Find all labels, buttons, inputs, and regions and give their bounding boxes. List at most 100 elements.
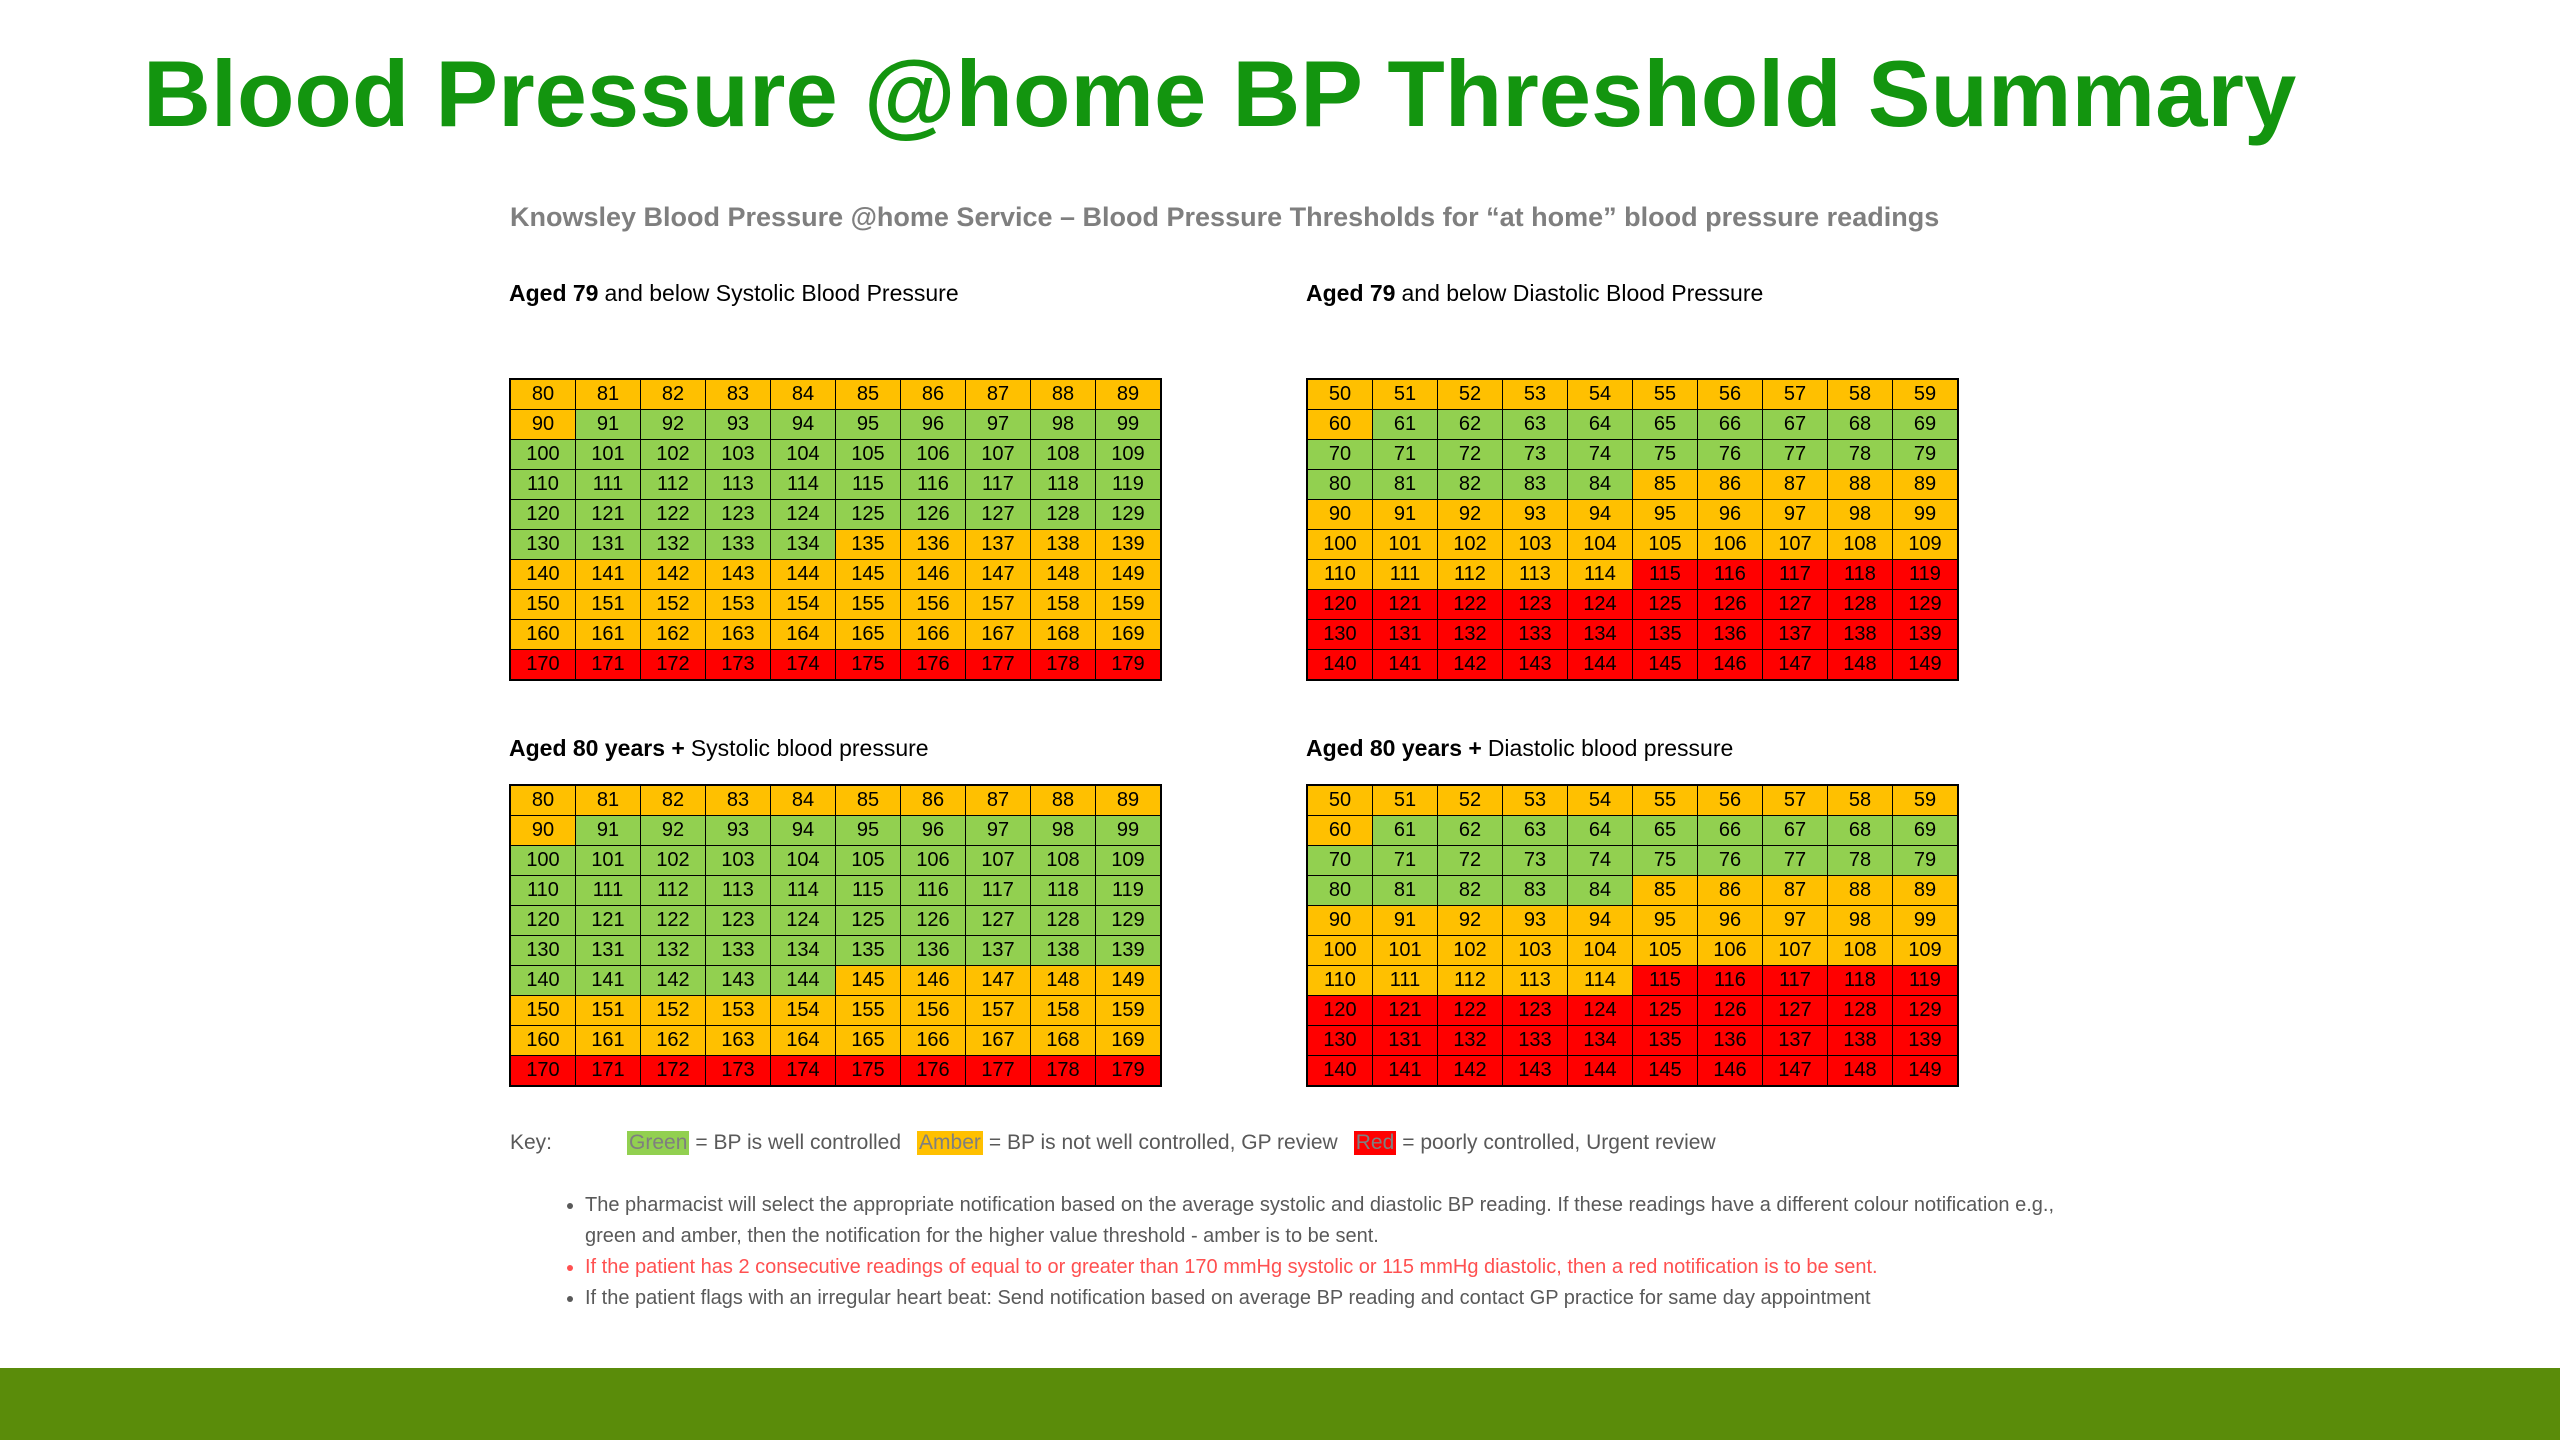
- cell: 64: [1567, 409, 1633, 440]
- cell: 89: [1892, 875, 1959, 906]
- cell: 136: [1697, 619, 1763, 650]
- cell: 94: [1567, 905, 1633, 936]
- cell: 84: [1567, 875, 1633, 906]
- cell: 53: [1502, 784, 1568, 816]
- cell: 71: [1372, 439, 1438, 470]
- cell: 70: [1306, 845, 1373, 876]
- cell: 97: [965, 409, 1031, 440]
- row: 100 101 102 103 104 105 106 107 108 109: [509, 439, 1162, 470]
- cell: 151: [575, 995, 641, 1026]
- cell: 117: [1762, 559, 1828, 590]
- cell: 147: [965, 965, 1031, 996]
- cell: 79: [1892, 845, 1959, 876]
- cell: 105: [1632, 935, 1698, 966]
- cell: 87: [1762, 875, 1828, 906]
- cell: 96: [1697, 905, 1763, 936]
- cell: 148: [1030, 559, 1096, 590]
- cell: 130: [1306, 1025, 1373, 1056]
- cell: 131: [1372, 1025, 1438, 1056]
- cell: 70: [1306, 439, 1373, 470]
- cell: 51: [1372, 378, 1438, 410]
- cell: 129: [1095, 499, 1162, 530]
- cell: 159: [1095, 589, 1162, 620]
- cell: 120: [1306, 589, 1373, 620]
- cell: 108: [1827, 529, 1893, 560]
- cell: 135: [835, 529, 901, 560]
- cell: 102: [1437, 935, 1503, 966]
- cell: 142: [1437, 1055, 1503, 1087]
- cell: 62: [1437, 409, 1503, 440]
- cell: 173: [705, 649, 771, 681]
- cell: 125: [1632, 589, 1698, 620]
- row: 80 81 82 83 84 85 86 87 88 89: [1306, 875, 1959, 906]
- cell: 146: [1697, 1055, 1763, 1087]
- cell: 141: [575, 559, 641, 590]
- cell: 102: [1437, 529, 1503, 560]
- cell: 137: [1762, 1025, 1828, 1056]
- row: 140 141 142 143 144 145 146 147 148 149: [509, 965, 1162, 996]
- cell: 133: [705, 935, 771, 966]
- heading-bold: Aged 79: [1306, 280, 1396, 306]
- row: 50 51 52 53 54 55 56 57 58 59: [1306, 378, 1959, 410]
- cell: 69: [1892, 409, 1959, 440]
- cell: 105: [835, 439, 901, 470]
- cell: 102: [640, 845, 706, 876]
- cell: 140: [509, 559, 576, 590]
- row: 120 121 122 123 124 125 126 127 128 129: [509, 905, 1162, 936]
- row: 130 131 132 133 134 135 136 137 138 139: [1306, 1025, 1959, 1056]
- key-swatch: Green: [627, 1131, 690, 1155]
- cell: 107: [1762, 935, 1828, 966]
- cell: 80: [509, 378, 576, 410]
- row: 150 151 152 153 154 155 156 157 158 159: [509, 995, 1162, 1026]
- cell: 126: [900, 905, 966, 936]
- cell: 59: [1892, 784, 1959, 816]
- note: If the patient has 2 consecutive reading…: [585, 1252, 2065, 1283]
- cell: 118: [1827, 559, 1893, 590]
- cell: 144: [770, 559, 836, 590]
- cell: 84: [1567, 469, 1633, 500]
- cell: 131: [575, 529, 641, 560]
- cell: 130: [1306, 619, 1373, 650]
- row: 130 131 132 133 134 135 136 137 138 139: [509, 529, 1162, 560]
- cell: 106: [1697, 935, 1763, 966]
- cell: 178: [1030, 649, 1096, 681]
- cell: 129: [1892, 995, 1959, 1026]
- cell: 58: [1827, 378, 1893, 410]
- cell: 77: [1762, 439, 1828, 470]
- cell: 142: [640, 965, 706, 996]
- cell: 57: [1762, 378, 1828, 410]
- cell: 151: [575, 589, 641, 620]
- row: 100 101 102 103 104 105 106 107 108 109: [509, 845, 1162, 876]
- cell: 113: [705, 875, 771, 906]
- cell: 144: [1567, 649, 1633, 681]
- footer-bar: [0, 1368, 2560, 1440]
- cell: 140: [1306, 1055, 1373, 1087]
- cell: 126: [1697, 589, 1763, 620]
- cell: 119: [1892, 965, 1959, 996]
- cell: 160: [509, 619, 576, 650]
- notes: The pharmacist will select the appropria…: [555, 1190, 2065, 1314]
- row: 130 131 132 133 134 135 136 137 138 139: [1306, 619, 1959, 650]
- cell: 75: [1632, 439, 1698, 470]
- cell: 168: [1030, 619, 1096, 650]
- cell: 171: [575, 649, 641, 681]
- cell: 133: [1502, 619, 1568, 650]
- row: 110 111 112 113 114 115 116 117 118 119: [509, 469, 1162, 500]
- key: Key: Green = BP is well controlled Amber = B…: [510, 1131, 1732, 1155]
- row: 90 91 92 93 94 95 96 97 98 99: [509, 409, 1162, 440]
- cell: 110: [1306, 965, 1373, 996]
- cell: 98: [1030, 409, 1096, 440]
- cell: 165: [835, 619, 901, 650]
- cell: 138: [1827, 619, 1893, 650]
- cell: 86: [1697, 875, 1763, 906]
- cell: 150: [509, 589, 576, 620]
- cell: 124: [770, 499, 836, 530]
- cell: 60: [1306, 815, 1373, 846]
- cell: 98: [1030, 815, 1096, 846]
- row: 80 81 82 83 84 85 86 87 88 89: [509, 378, 1162, 410]
- note: If the patient flags with an irregular h…: [585, 1283, 2065, 1314]
- cell: 166: [900, 619, 966, 650]
- cell: 143: [1502, 1055, 1568, 1087]
- cell: 131: [1372, 619, 1438, 650]
- cell: 107: [1762, 529, 1828, 560]
